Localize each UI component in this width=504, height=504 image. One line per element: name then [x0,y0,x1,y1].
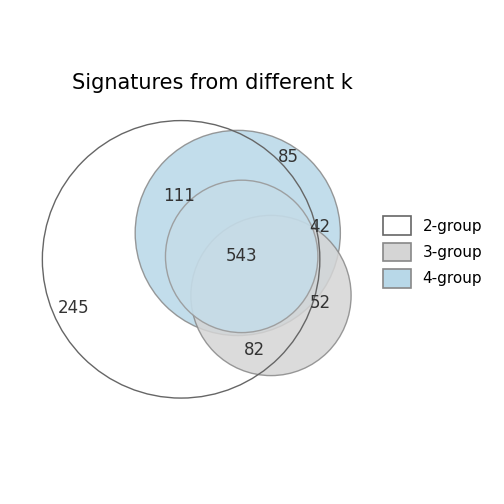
Text: 245: 245 [58,299,89,317]
Text: 543: 543 [226,247,258,266]
Circle shape [165,180,318,333]
Circle shape [135,131,340,336]
Text: 52: 52 [309,294,331,312]
Text: 82: 82 [244,341,265,359]
Legend: 2-group, 3-group, 4-group: 2-group, 3-group, 4-group [375,209,490,295]
Text: 111: 111 [163,187,195,205]
Title: Signatures from different k: Signatures from different k [73,73,353,93]
Circle shape [191,215,351,375]
Text: 85: 85 [278,148,299,166]
Text: 42: 42 [309,218,331,236]
